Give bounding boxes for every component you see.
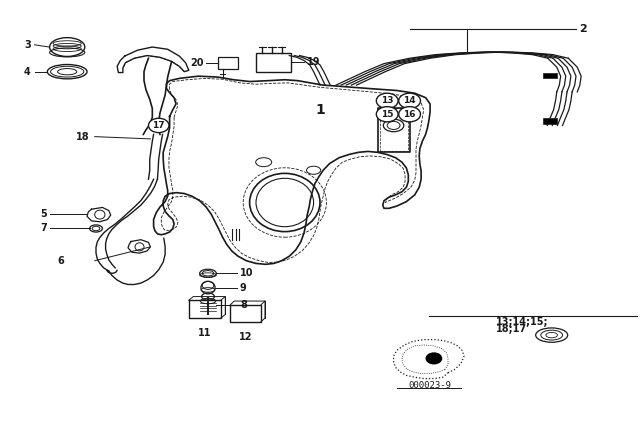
Text: 17: 17: [152, 121, 165, 130]
Circle shape: [399, 93, 420, 108]
Text: 19: 19: [307, 57, 321, 67]
Text: 20: 20: [190, 58, 204, 68]
Text: 3: 3: [24, 40, 31, 50]
Text: 1: 1: [315, 103, 325, 117]
Circle shape: [399, 107, 420, 122]
Text: 18;17: 18;17: [496, 324, 527, 334]
Text: 8: 8: [240, 300, 247, 310]
Text: 18: 18: [76, 132, 90, 142]
Text: 7: 7: [40, 224, 47, 233]
Text: 000023-9: 000023-9: [408, 381, 452, 390]
Bar: [543, 118, 557, 124]
Text: 12: 12: [239, 332, 253, 341]
Text: 13;14;15;: 13;14;15;: [496, 317, 548, 327]
Text: 9: 9: [240, 283, 247, 293]
Text: 15: 15: [381, 110, 394, 119]
Text: 13: 13: [381, 96, 394, 105]
Text: 16: 16: [403, 110, 416, 119]
Bar: [543, 73, 557, 78]
Text: 11: 11: [198, 328, 212, 338]
Circle shape: [376, 93, 398, 108]
Text: 14: 14: [403, 96, 416, 105]
Text: 4: 4: [24, 67, 31, 77]
Circle shape: [376, 107, 398, 122]
Circle shape: [148, 118, 169, 133]
Text: 5: 5: [40, 209, 47, 219]
Text: 6: 6: [57, 256, 64, 266]
Circle shape: [426, 353, 442, 364]
Text: 2: 2: [579, 24, 587, 34]
Text: 10: 10: [240, 268, 253, 278]
